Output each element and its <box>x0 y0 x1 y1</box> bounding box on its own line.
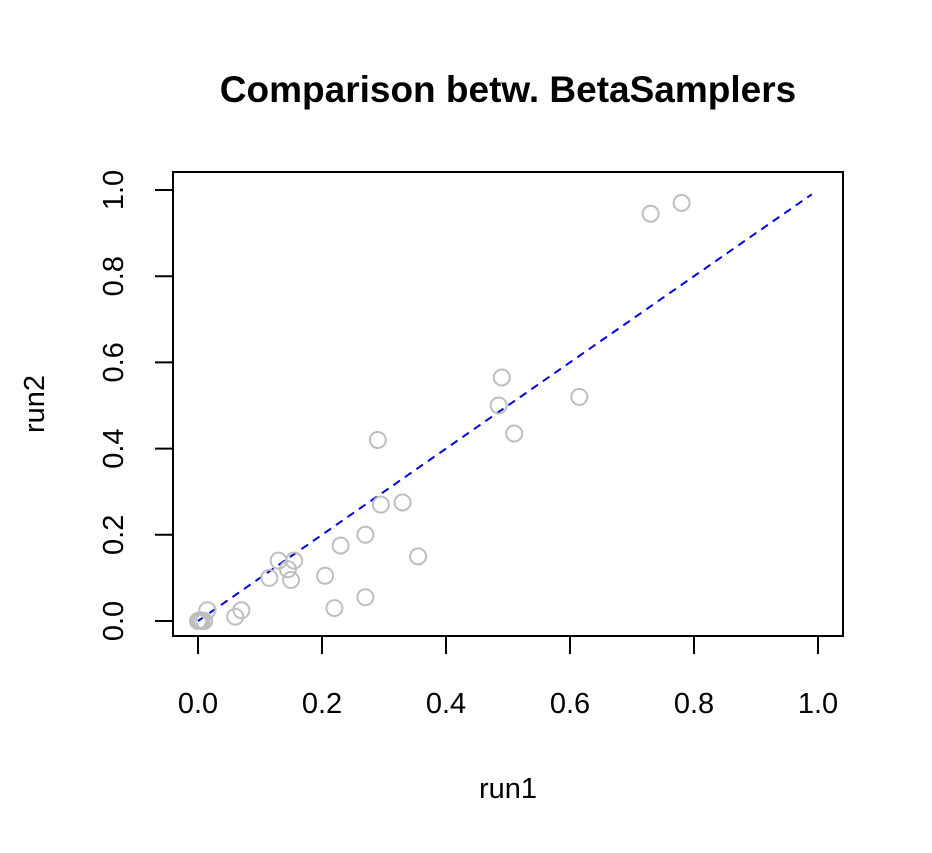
data-point <box>489 396 508 415</box>
data-point <box>282 571 300 590</box>
y-axis: 0.0 0.2 0.4 0.6 0.8 1.0 <box>98 170 174 641</box>
reference-line <box>197 193 813 622</box>
x-tick-label: 0.2 <box>302 688 342 720</box>
y-tick-label: 0.2 <box>98 515 130 555</box>
data-point <box>505 424 524 443</box>
data-point <box>356 525 375 544</box>
y-tick-label: 0.4 <box>98 428 130 468</box>
x-axis: 0.0 0.2 0.4 0.6 0.8 1.0 <box>178 635 838 720</box>
data-point <box>641 204 660 223</box>
data-point <box>316 566 335 585</box>
data-point <box>232 601 251 620</box>
data-point <box>409 547 428 566</box>
x-tick-label: 0.0 <box>178 688 218 720</box>
x-tick-label: 0.6 <box>550 688 590 720</box>
data-point <box>285 551 304 570</box>
data-point <box>371 495 390 514</box>
data-point <box>331 536 350 555</box>
x-tick-label: 0.4 <box>426 688 466 720</box>
x-tick-label: 0.8 <box>674 688 714 720</box>
data-point <box>356 588 375 607</box>
y-tick-label: 1.0 <box>98 170 130 210</box>
data-point <box>195 612 214 630</box>
data-point <box>492 368 511 387</box>
chart-title: Comparison betw. BetaSamplers <box>220 69 796 110</box>
y-tick-label: 0.6 <box>98 342 130 382</box>
data-point <box>570 387 589 406</box>
data-point <box>198 601 217 620</box>
reference-line-layer <box>197 193 813 622</box>
y-tick-label: 0.0 <box>98 601 130 641</box>
y-tick-label: 0.8 <box>98 256 130 296</box>
y-axis-label: run2 <box>19 375 51 433</box>
data-point <box>393 493 412 512</box>
data-point <box>672 193 691 212</box>
data-point <box>226 607 245 626</box>
x-axis-label: run1 <box>479 773 537 805</box>
data-point <box>325 599 344 618</box>
data-point <box>260 568 279 587</box>
points-layer <box>189 193 691 630</box>
x-tick-label: 1.0 <box>798 688 838 720</box>
data-point <box>368 430 387 449</box>
